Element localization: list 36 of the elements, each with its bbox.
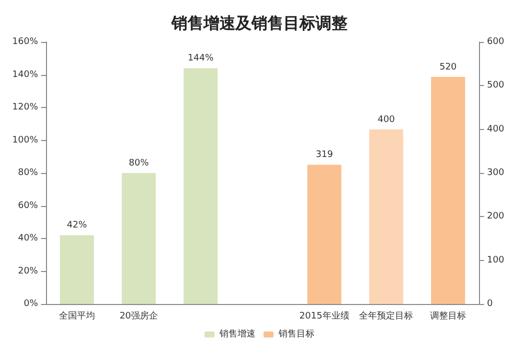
data-label: 520 xyxy=(439,62,457,72)
y2-tick-label: 600 xyxy=(487,37,504,47)
y-tick-label: 0% xyxy=(24,299,38,309)
x-tick-label: 20强房企 xyxy=(120,310,158,322)
x-tick-label: 调整目标 xyxy=(430,310,466,322)
x-tick-label: 全年预定目标 xyxy=(359,310,414,322)
data-label: 42% xyxy=(66,220,88,231)
y-tick-label: 100% xyxy=(12,135,38,146)
y2-tick-label: 0 xyxy=(487,299,493,309)
legend-label: 销售目标 xyxy=(278,328,314,340)
y-tick-label: 160% xyxy=(12,37,38,47)
y2-tick-label: 400 xyxy=(487,124,504,134)
chart-title: 销售增速及销售目标调整 xyxy=(170,14,348,32)
bar xyxy=(184,68,218,304)
bar xyxy=(122,173,156,304)
y2-tick-label: 100 xyxy=(487,255,504,266)
y-tick-label: 140% xyxy=(12,70,38,80)
data-label: 80% xyxy=(128,158,150,168)
y-tick-label: 80% xyxy=(18,168,38,178)
y-tick-label: 40% xyxy=(18,234,38,244)
data-label: 144% xyxy=(188,54,214,64)
legend-label: 销售增速 xyxy=(218,328,256,340)
bar xyxy=(60,235,94,304)
data-label: 319 xyxy=(316,150,334,160)
x-tick-label: 2015年业绩 xyxy=(299,310,350,322)
y-tick-label: 120% xyxy=(12,102,38,112)
y2-tick-label: 300 xyxy=(487,168,504,178)
bar xyxy=(369,129,404,304)
bar xyxy=(307,164,342,304)
y2-tick-label: 200 xyxy=(487,212,504,222)
y-tick-label: 60% xyxy=(18,200,38,211)
bar xyxy=(431,76,466,304)
y-tick-label: 20% xyxy=(18,266,38,276)
x-tick-label: 全国平均 xyxy=(58,310,95,322)
data-label: 400 xyxy=(378,114,396,125)
y2-tick-label: 500 xyxy=(487,80,504,91)
